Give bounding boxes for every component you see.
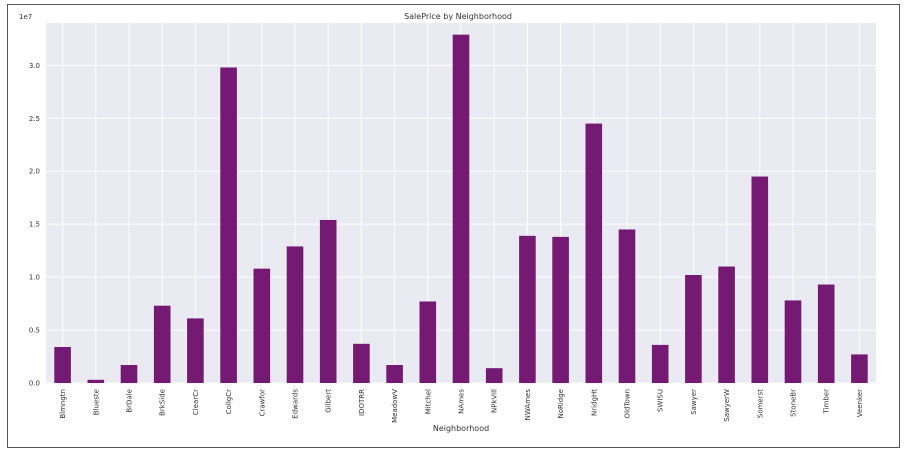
bar-timber bbox=[817, 284, 835, 383]
x-tick-label: Crawfor bbox=[258, 389, 266, 417]
y-axis-offset-label: 1e7 bbox=[19, 13, 32, 21]
x-tick-label: SWISU bbox=[657, 389, 665, 412]
bar-swisu bbox=[651, 344, 669, 383]
bar-names bbox=[452, 34, 470, 383]
bar-brdale bbox=[120, 365, 138, 383]
x-tick-label: CollgCr bbox=[225, 389, 233, 414]
y-tick-label: 0.0 bbox=[29, 380, 40, 388]
y-tick-label: 0.5 bbox=[29, 327, 40, 335]
x-tick-label: IDOTRR bbox=[358, 389, 366, 416]
bar-crawfor bbox=[253, 268, 271, 383]
bar-meadowv bbox=[386, 365, 403, 383]
bar-oldtown bbox=[618, 229, 636, 383]
bar-edwards bbox=[286, 246, 304, 383]
bar-nridght bbox=[585, 123, 603, 384]
x-tick-label: SawyerW bbox=[723, 389, 731, 422]
x-axis-label: Neighborhood bbox=[433, 424, 489, 433]
y-tick-label: 1.0 bbox=[29, 274, 40, 282]
bar-sawyerw bbox=[718, 266, 735, 383]
x-tick-label: NridgHt bbox=[590, 389, 598, 416]
x-tick-label: Sawyer bbox=[690, 389, 698, 415]
bar-sawyer bbox=[685, 275, 702, 383]
x-tick-label: OldTown bbox=[624, 389, 632, 418]
x-tick-label: MeadowV bbox=[391, 389, 399, 423]
x-tick-labels: Blmngtn Blueste BrDale BrkSide ClearCr CollgC… bbox=[59, 389, 864, 423]
y-tick-labels: 0.0 0.5 1.0 1.5 2.0 2.5 3.0 bbox=[29, 62, 40, 388]
bar-brkside bbox=[153, 305, 171, 383]
y-tick-label: 2.5 bbox=[29, 115, 40, 123]
bar-gilbert bbox=[319, 219, 337, 383]
x-tick-label: NoRidge bbox=[557, 389, 565, 419]
y-tick-label: 1.5 bbox=[29, 221, 40, 229]
chart-title: SalePrice by Neighborhood bbox=[404, 12, 512, 21]
x-tick-label: StoneBr bbox=[790, 389, 798, 417]
y-tick-label: 3.0 bbox=[29, 62, 40, 70]
bar-blueste bbox=[87, 379, 105, 383]
chart-frame: SalePrice by Neighborhood 1e7 0.0 0.5 1.0 1… bbox=[7, 4, 900, 448]
x-tick-label: BrkSide bbox=[159, 389, 167, 416]
x-tick-label: Veenker bbox=[856, 389, 864, 417]
x-tick-label: BrDale bbox=[126, 389, 134, 413]
bar-chart: SalePrice by Neighborhood 1e7 0.0 0.5 1.0 1… bbox=[19, 12, 876, 433]
y-tick-label: 2.0 bbox=[29, 168, 40, 176]
bar-somerst bbox=[751, 176, 769, 383]
bar-veenker bbox=[851, 354, 868, 383]
x-tick-label: Gilbert bbox=[325, 389, 333, 413]
bar-collgcr bbox=[220, 67, 237, 384]
x-tick-label: Blmngtn bbox=[59, 389, 67, 419]
bar-stonebr bbox=[784, 300, 802, 383]
bar-nwames bbox=[519, 235, 536, 383]
bar-noridge bbox=[552, 236, 569, 383]
x-tick-label: Somerst bbox=[756, 389, 764, 418]
x-tick-label: NWAmes bbox=[524, 389, 532, 421]
bar-npkvill bbox=[485, 368, 503, 383]
bar-mitchel bbox=[419, 301, 437, 383]
x-tick-label: NAmes bbox=[458, 389, 466, 414]
x-tick-label: Mitchel bbox=[424, 389, 432, 414]
bar-blmngtn bbox=[54, 347, 71, 383]
bar-clearcr bbox=[187, 318, 204, 383]
x-tick-label: Blueste bbox=[92, 389, 100, 415]
x-tick-label: ClearCr bbox=[192, 389, 200, 415]
bar-idotrr bbox=[353, 343, 370, 383]
x-tick-label: Timber bbox=[823, 389, 831, 415]
bars-group bbox=[54, 34, 868, 384]
x-tick-label: NPkVill bbox=[491, 389, 499, 413]
x-tick-label: Edwards bbox=[292, 389, 300, 419]
